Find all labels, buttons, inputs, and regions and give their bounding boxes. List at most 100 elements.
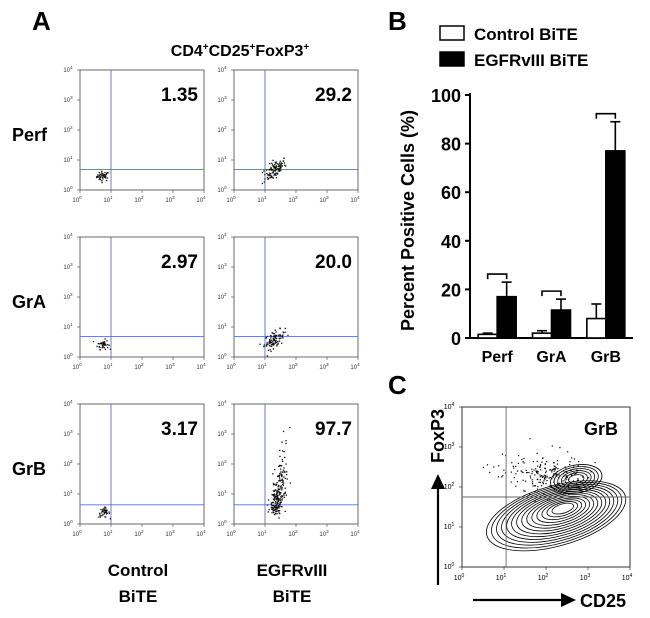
contour-ring-upper	[557, 468, 596, 490]
y-tick-label: 101	[63, 155, 73, 164]
x-tick-label: 102	[538, 573, 549, 582]
bar-gra-egfr	[550, 309, 572, 339]
x-tick-label: 101	[103, 362, 113, 371]
x-tick-label: 101	[257, 195, 267, 204]
x-tick-label: 101	[103, 529, 113, 538]
y-tick-label: 101	[444, 522, 455, 531]
contour-lines	[485, 464, 627, 552]
contour-ring	[506, 487, 611, 540]
x-tick-label: 102	[288, 529, 298, 538]
contour-ring	[521, 492, 599, 532]
y-tick-label: 60	[441, 183, 461, 203]
percent-positive-value: 2.97	[161, 252, 198, 273]
x-tick-label: 100	[226, 195, 236, 204]
x-tick-label: 100	[72, 195, 82, 204]
y-tick-label: 101	[63, 489, 73, 498]
x-tick-label: 101	[496, 573, 507, 582]
x-tick-label: 102	[288, 362, 298, 371]
y-tick-label: 100	[217, 352, 227, 361]
y-tick-label: 0	[451, 329, 461, 349]
legend-label-control: Control BiTE	[474, 25, 578, 44]
contour-ring-upper	[560, 470, 592, 488]
significance-bracket	[486, 273, 508, 280]
event-dots	[98, 506, 111, 520]
row-label-perf: Perf	[12, 125, 48, 145]
x-tick-label: 103	[319, 195, 329, 204]
y-tick-label: 80	[441, 135, 461, 155]
contour-ring	[551, 502, 575, 515]
contour-title: GrB	[584, 419, 618, 439]
event-dots	[95, 170, 109, 184]
y-tick-label: 104	[217, 399, 227, 408]
y-tick-label: 101	[217, 155, 227, 164]
y-tick-label: 104	[217, 232, 227, 241]
row-label-gra: GrA	[12, 292, 46, 312]
x-tick-label-gra: GrA	[536, 349, 567, 366]
contour-ring	[501, 485, 615, 543]
legend: Control BiTE EGFRvIII BiTE	[439, 25, 588, 70]
event-dots	[92, 338, 111, 351]
significance-bracket	[595, 112, 617, 119]
contour-ring	[516, 490, 603, 535]
y-tick-label: 102	[63, 459, 73, 468]
flow-plot-grid: Perf1001001011011021021031031041041.3510…	[12, 65, 360, 538]
percent-positive-value: 3.17	[161, 419, 198, 440]
y-tick-label: 103	[63, 262, 73, 271]
contour-ring	[531, 495, 591, 526]
event-dots	[266, 426, 291, 519]
y-tick-label: 104	[217, 65, 227, 74]
x-tick-label: 102	[134, 362, 144, 371]
y-tick-label: 100	[431, 86, 461, 106]
y-tick-label: 101	[217, 322, 227, 331]
contour-plot: 100 100 101 101 102 102 103 103 104 104 GrB FoxP3 CD…	[428, 402, 633, 611]
contour-ring	[526, 494, 595, 529]
y-tick-label: 100	[217, 519, 227, 528]
y-tick-label: 40	[441, 232, 461, 252]
x-tick-label: 104	[350, 529, 360, 538]
y-axis-label: Percent Positive Cells (%)	[398, 110, 418, 331]
x-tick-label: 104	[196, 529, 206, 538]
x-tick-label: 100	[226, 362, 236, 371]
x-tick-label: 103	[319, 362, 329, 371]
y-tick-label: 104	[63, 65, 73, 74]
y-tick-label: 101	[217, 489, 227, 498]
y-tick-label: 103	[217, 429, 227, 438]
y-tick-label: 102	[444, 482, 455, 491]
x-tick-label: 101	[257, 529, 267, 538]
legend-swatch-egfr	[439, 51, 465, 67]
y-tick-label: 103	[63, 429, 73, 438]
bar-grb-control	[586, 317, 607, 339]
x-tick-label: 104	[350, 362, 360, 371]
y-tick-label: 100	[63, 185, 73, 194]
x-tick-label: 104	[196, 362, 206, 371]
y-tick-label: 103	[217, 95, 227, 104]
x-tick-label: 102	[134, 529, 144, 538]
bar-grb-egfr	[605, 150, 626, 339]
y-tick-label: 102	[217, 459, 227, 468]
contour-ring-upper	[564, 472, 588, 486]
panel-b-letter: B	[388, 6, 407, 36]
y-tick-label: 103	[217, 262, 227, 271]
row-label-grb: GrB	[12, 459, 46, 479]
y-tick-label: 100	[217, 185, 227, 194]
x-tick-label: 103	[165, 362, 175, 371]
contour-ring	[485, 480, 627, 552]
x-tick-label: 103	[319, 529, 329, 538]
x-tick-label: 104	[350, 195, 360, 204]
x-tick-label: 100	[72, 529, 82, 538]
x-tick-label-perf: Perf	[482, 349, 514, 366]
contour-ring	[511, 489, 607, 538]
x-tick-label: 101	[103, 195, 113, 204]
y-tick-label: 104	[63, 399, 73, 408]
y-tick-label: 104	[444, 402, 455, 411]
x-tick-label: 103	[165, 195, 175, 204]
y-tick-label: 100	[444, 562, 455, 571]
x-tick-label: 104	[196, 195, 206, 204]
x-tick-label: 103	[580, 573, 591, 582]
bar-chart: Control BiTE EGFRvIII BiTE 0 20 40 60 80 100 Per…	[398, 25, 633, 366]
y-arrow-head	[431, 474, 445, 489]
